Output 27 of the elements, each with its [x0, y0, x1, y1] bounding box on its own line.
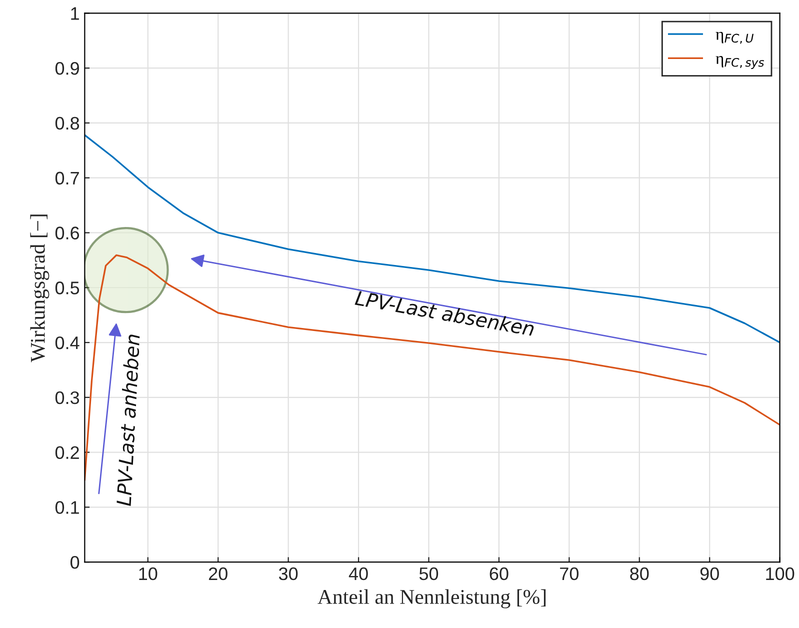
y-tick-label: 0.3 — [55, 391, 80, 404]
y-tick-label: 0.1 — [55, 501, 79, 514]
y-tick-label: 1 — [71, 7, 79, 20]
y-axis-title: Wirkungsgrad [−] — [30, 214, 50, 362]
x-tick-label: 70 — [560, 567, 579, 580]
y-tick-label: 0.5 — [55, 282, 80, 294]
annotation: LPV-Last anheben — [116, 334, 140, 506]
x-tick-label: 20 — [208, 567, 228, 580]
x-tick-label: 40 — [348, 567, 368, 580]
x-tick-label: 10 — [139, 567, 158, 580]
x-tick-label: 30 — [278, 567, 298, 580]
legend-label: η$_{FC,sys}$ — [716, 56, 764, 70]
y-tick-label: 0.8 — [55, 116, 80, 130]
annotation: LPV-Last absenken — [354, 290, 535, 336]
y-tick-label: 0.6 — [55, 226, 80, 240]
y-tick-label: 0.7 — [55, 172, 79, 185]
y-tick-label: 0.4 — [55, 336, 80, 350]
x-tick-label: 50 — [419, 567, 438, 580]
x-tick-label: 100 — [766, 567, 794, 580]
x-tick-label: 60 — [490, 567, 508, 580]
x-tick-label: 90 — [700, 567, 719, 580]
x-axis-title: Anteil an Nennleistung [%] — [318, 589, 546, 608]
x-tick-label: 80 — [630, 567, 649, 580]
y-tick-label: 0.9 — [55, 62, 79, 75]
y-tick-label: 0 — [70, 556, 80, 569]
y-tick-label: 0.2 — [55, 446, 79, 460]
legend-label: η$_{FC,U}$ — [716, 32, 754, 44]
